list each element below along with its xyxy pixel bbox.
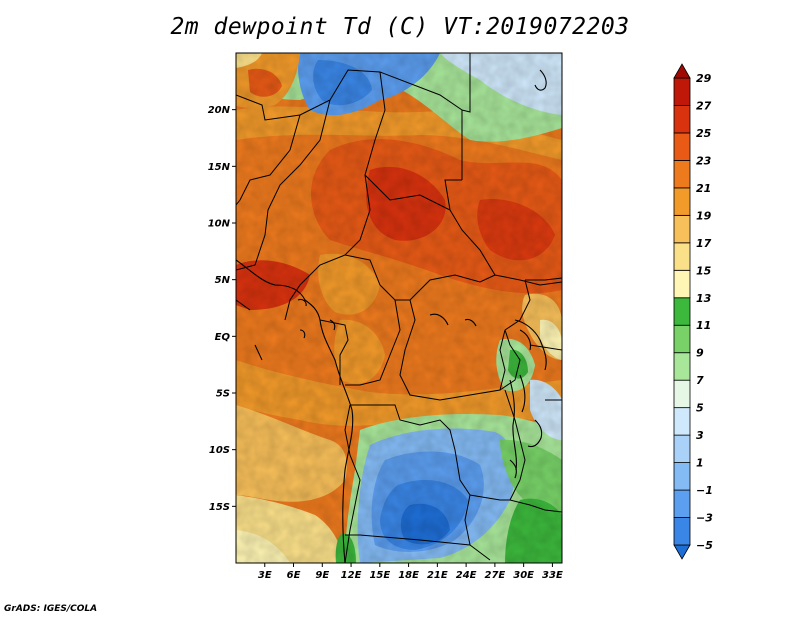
lon-tick-label: 6E xyxy=(287,570,301,581)
lat-tick-label: 15N xyxy=(208,162,231,173)
colorbar-swatch xyxy=(673,434,691,463)
lat-tick-label: 20N xyxy=(208,105,231,116)
colorbar-level-label: −5 xyxy=(696,539,713,552)
colorbar-level-label: 5 xyxy=(696,402,704,415)
colorbar-level-label: 11 xyxy=(696,319,711,332)
lat-tick-label: 10N xyxy=(208,219,231,230)
lon-tick-label: 3E xyxy=(258,570,272,581)
dewpoint-field xyxy=(236,53,562,563)
colorbar-level-label: 3 xyxy=(696,429,704,442)
colorbar-swatch xyxy=(673,352,691,381)
colorbar-max-triangle xyxy=(673,63,691,79)
lon-tick-label: 18E xyxy=(398,570,419,581)
colorbar-level-label: 17 xyxy=(696,237,712,250)
colorbar-level-label: 7 xyxy=(696,374,704,387)
lat-tick-label: 5S xyxy=(216,389,230,400)
lon-tick-label: 9E xyxy=(315,570,329,581)
latitude-axis: 20N 15N 10N 5N EQ 5S 10S 15S xyxy=(208,105,236,513)
colorbar-swatch xyxy=(673,379,691,409)
colorbar-level-label: 21 xyxy=(696,182,711,195)
longitude-axis: 3E 6E 9E 12E 15E 18E 21E 24E 27E 30E 33E xyxy=(258,563,563,581)
colorbar-swatch xyxy=(673,132,691,161)
colorbar-swatch xyxy=(673,187,691,216)
lon-tick-label: 15E xyxy=(369,570,390,581)
coastlines xyxy=(236,69,547,563)
colorbar-swatch xyxy=(673,242,691,271)
colorbar-swatch xyxy=(673,407,691,436)
colorbar-min-triangle xyxy=(673,544,691,560)
colorbar-level-label: 19 xyxy=(696,209,712,222)
colorbar-swatch xyxy=(673,517,691,546)
colorbar-swatch xyxy=(673,77,691,106)
lon-tick-label: 33E xyxy=(542,570,563,581)
colorbar-level-label: 9 xyxy=(696,347,704,360)
colorbar-swatch xyxy=(673,324,691,354)
colorbar-swatch xyxy=(673,462,691,491)
colorbar-level-label: 15 xyxy=(696,264,712,277)
colorbar-level-label: −3 xyxy=(696,512,713,525)
country-borders xyxy=(236,53,562,563)
map-title: 2m dewpoint Td (C) VT:2019072203 xyxy=(170,14,630,40)
colorbar-swatch xyxy=(673,160,691,189)
colorbar-swatch xyxy=(673,214,691,244)
lon-tick-label: 27E xyxy=(485,570,506,581)
colorbar-swatch xyxy=(673,489,691,518)
colorbar-level-label: 27 xyxy=(696,99,712,112)
grads-credit: GrADS: IGES/COLA xyxy=(4,604,98,614)
lon-tick-label: 24E xyxy=(456,570,477,581)
colorbar-level-label: −1 xyxy=(696,484,713,497)
lat-tick-label: 15S xyxy=(209,502,230,513)
lon-tick-label: 30E xyxy=(513,570,534,581)
colorbar-swatch xyxy=(673,297,691,326)
colorbar-swatch xyxy=(673,105,691,134)
plot-frame xyxy=(235,52,563,564)
lat-tick-label: 10S xyxy=(209,445,230,456)
lat-tick-label: EQ xyxy=(215,332,231,343)
colorbar-swatch xyxy=(673,269,691,299)
lon-tick-label: 21E xyxy=(427,570,448,581)
lon-tick-label: 12E xyxy=(341,570,362,581)
colorbar-level-label: 23 xyxy=(696,154,712,167)
colorbar-level-label: 1 xyxy=(696,457,704,470)
colorbar-level-label: 29 xyxy=(696,72,712,85)
lat-tick-label: 5N xyxy=(215,275,231,286)
colorbar-level-label: 13 xyxy=(696,292,712,305)
colorbar-level-label: 25 xyxy=(696,127,712,140)
